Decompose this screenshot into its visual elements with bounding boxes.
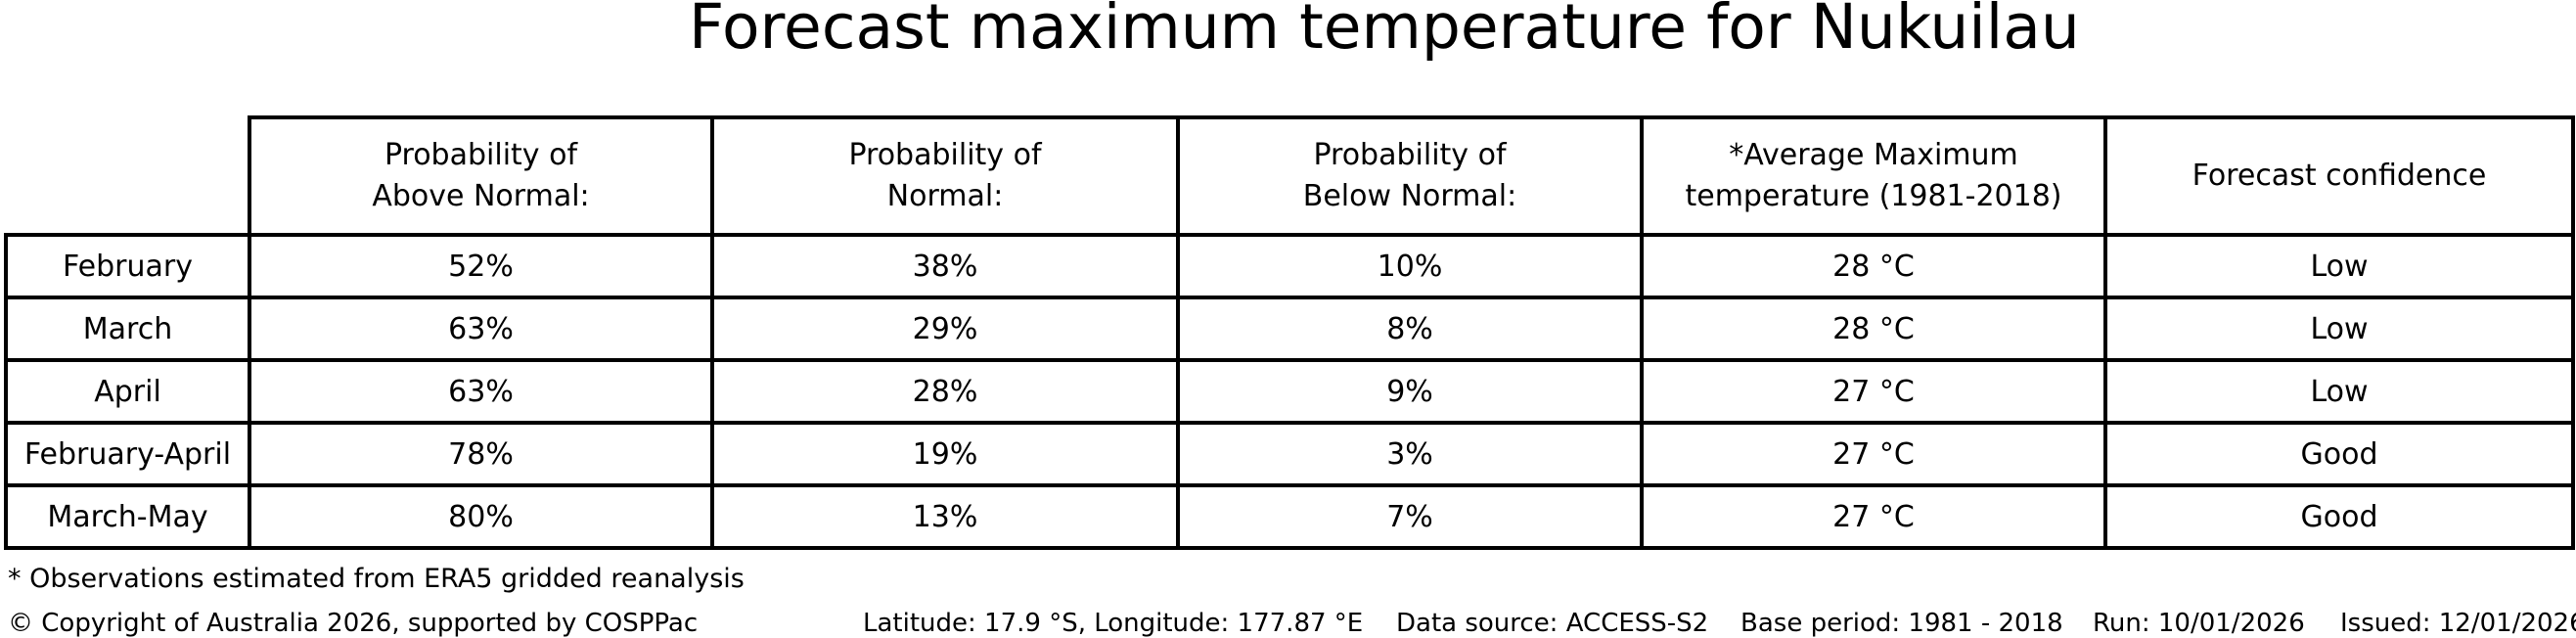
cell-below-normal: 8%	[1176, 296, 1644, 362]
column-header-below-normal: Probability of Below Normal:	[1176, 115, 1644, 237]
cell-average-max-temp: 27 °C	[1640, 483, 2107, 550]
table-row: March-May 80% 13% 7% 27 °C Good	[4, 483, 2575, 550]
page-title: Forecast maximum temperature for Nukuila…	[689, 0, 2080, 63]
table-row: February-April 78% 19% 3% 27 °C Good	[4, 421, 2575, 487]
cell-above-normal: 63%	[248, 296, 714, 362]
column-header-average-max-temp: *Average Maximum temperature (1981-2018)	[1640, 115, 2107, 237]
cell-confidence: Low	[2103, 233, 2575, 299]
location-coordinates-text: Latitude: 17.9 °S, Longitude: 177.87 °E	[863, 609, 1364, 638]
row-label: March	[4, 296, 251, 362]
data-source-text: Data source: ACCESS-S2	[1396, 609, 1709, 638]
row-label: February	[4, 233, 251, 299]
cell-above-normal: 78%	[248, 421, 714, 487]
copyright-text: © Copyright of Australia 2026, supported…	[8, 609, 699, 638]
cell-below-normal: 7%	[1176, 483, 1644, 550]
table-row: February 52% 38% 10% 28 °C Low	[4, 233, 2575, 299]
row-label: March-May	[4, 483, 251, 550]
table-corner-empty	[6, 117, 249, 235]
cell-confidence: Good	[2103, 421, 2575, 487]
cell-normal: 13%	[710, 483, 1180, 550]
cell-confidence: Low	[2103, 296, 2575, 362]
cell-below-normal: 3%	[1176, 421, 1644, 487]
cell-above-normal: 63%	[248, 358, 714, 425]
cell-above-normal: 52%	[248, 233, 714, 299]
cell-normal: 19%	[710, 421, 1180, 487]
base-period-text: Base period: 1981 - 2018	[1740, 609, 2063, 638]
cell-normal: 28%	[710, 358, 1180, 425]
cell-below-normal: 9%	[1176, 358, 1644, 425]
run-date-text: Run: 10/01/2026	[2093, 609, 2305, 638]
cell-normal: 38%	[710, 233, 1180, 299]
table-row: March 63% 29% 8% 28 °C Low	[4, 296, 2575, 362]
cell-average-max-temp: 27 °C	[1640, 358, 2107, 425]
cell-average-max-temp: 28 °C	[1640, 233, 2107, 299]
cell-average-max-temp: 28 °C	[1640, 296, 2107, 362]
row-label: April	[4, 358, 251, 425]
issued-date-text: Issued: 12/01/2026	[2340, 609, 2576, 638]
cell-below-normal: 10%	[1176, 233, 1644, 299]
row-label: February-April	[4, 421, 251, 487]
observations-footnote: * Observations estimated from ERA5 gridd…	[8, 564, 745, 594]
forecast-table: Probability of Above Normal: Probability…	[4, 115, 2575, 550]
column-header-forecast-confidence: Forecast confidence	[2103, 115, 2575, 237]
cell-confidence: Low	[2103, 358, 2575, 425]
cell-confidence: Good	[2103, 483, 2575, 550]
column-header-above-normal: Probability of Above Normal:	[248, 115, 714, 237]
cell-normal: 29%	[710, 296, 1180, 362]
table-header-row: Probability of Above Normal: Probability…	[6, 115, 2575, 237]
cell-average-max-temp: 27 °C	[1640, 421, 2107, 487]
column-header-normal: Probability of Normal:	[710, 115, 1180, 237]
table-row: April 63% 28% 9% 27 °C Low	[4, 358, 2575, 425]
cell-above-normal: 80%	[248, 483, 714, 550]
